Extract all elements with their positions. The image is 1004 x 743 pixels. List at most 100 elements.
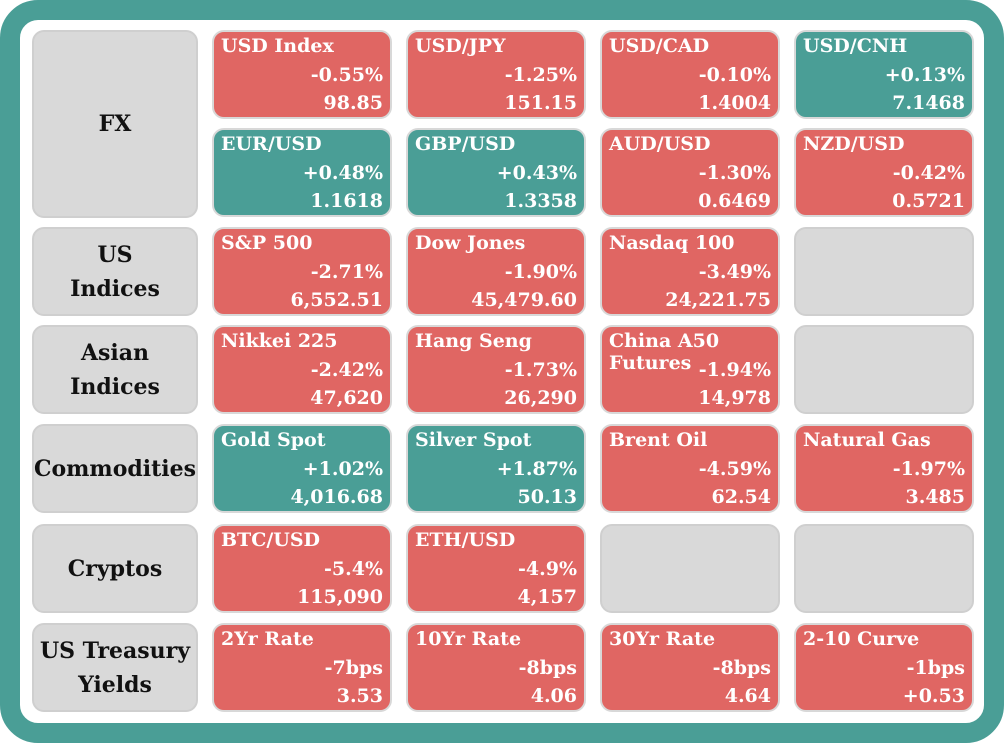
quote-value: 1.4004 (698, 92, 771, 114)
quote-change: -0.10% (698, 64, 771, 86)
quote-change: -3.49% (698, 261, 771, 283)
quote-name: 10Yr Rate (415, 628, 522, 650)
row-label-text: Asian Indices (70, 339, 160, 400)
quote-change: +0.43% (496, 162, 577, 184)
quote-name: Natural Gas (803, 429, 931, 451)
quote-value: 26,290 (504, 387, 577, 409)
quote-tile-usd-cad[interactable]: USD/CAD -0.10% 1.4004 (600, 30, 780, 119)
quote-change: +0.13% (884, 64, 965, 86)
quote-tile-nasdaq-100[interactable]: Nasdaq 100 -3.49% 24,221.75 (600, 227, 780, 316)
row-label-cryptos: Cryptos (32, 524, 198, 613)
quote-name: Gold Spot (221, 429, 326, 451)
row-label-fx: FX (32, 30, 198, 218)
quote-name: USD Index (221, 35, 334, 57)
row-label-text: Cryptos (67, 555, 163, 582)
quote-tile-gold-spot[interactable]: Gold Spot +1.02% 4,016.68 (212, 424, 392, 513)
row-label-text: US Treasury Yields (39, 637, 191, 698)
quote-change: -1.90% (504, 261, 577, 283)
quote-change: +1.87% (496, 458, 577, 480)
quote-value: 98.85 (323, 92, 384, 114)
quote-name: Silver Spot (415, 429, 532, 451)
empty-tile (600, 524, 780, 613)
quote-tile-gbp-usd[interactable]: GBP/USD +0.43% 1.3358 (406, 128, 586, 217)
quote-value: +0.53 (902, 685, 965, 707)
quote-value: 14,978 (698, 387, 771, 409)
empty-tile (794, 325, 974, 414)
quote-name: ETH/USD (415, 529, 516, 551)
quote-value: 6,552.51 (290, 289, 383, 311)
quote-value: 3.485 (905, 486, 966, 508)
row-label-text: Commodities (33, 455, 197, 482)
quote-name: S&P 500 (221, 232, 313, 254)
row-label-text: US Indices (70, 241, 160, 302)
quote-tile-30yr-rate[interactable]: 30Yr Rate -8bps 4.64 (600, 623, 780, 712)
quote-change: -2.71% (310, 261, 383, 283)
row-label-asian-indices: Asian Indices (32, 325, 198, 414)
quote-tile-china-a50-futures[interactable]: China A50 Futures -1.94% 14,978 (600, 325, 780, 414)
quote-tile-btc-usd[interactable]: BTC/USD -5.4% 115,090 (212, 524, 392, 613)
quote-name: NZD/USD (803, 133, 905, 155)
quote-change: -1.30% (698, 162, 771, 184)
quote-name: GBP/USD (415, 133, 516, 155)
quote-tile-eur-usd[interactable]: EUR/USD +0.48% 1.1618 (212, 128, 392, 217)
quote-tile-10yr-rate[interactable]: 10Yr Rate -8bps 4.06 (406, 623, 586, 712)
quote-tile-nzd-usd[interactable]: NZD/USD -0.42% 0.5721 (794, 128, 974, 217)
quote-change: -1bps (906, 657, 965, 679)
quote-name: Hang Seng (415, 330, 532, 352)
quote-tile-silver-spot[interactable]: Silver Spot +1.87% 50.13 (406, 424, 586, 513)
quote-value: 7.1468 (892, 92, 965, 114)
quote-change: -1.97% (892, 458, 965, 480)
row-label-us-indices: US Indices (32, 227, 198, 316)
quote-value: 4,157 (517, 586, 578, 608)
quote-value: 0.5721 (892, 190, 965, 212)
quote-change: -7bps (324, 657, 383, 679)
quote-name: USD/JPY (415, 35, 506, 57)
quote-name: AUD/USD (609, 133, 711, 155)
quote-change: -4.9% (518, 558, 577, 580)
empty-tile (794, 524, 974, 613)
quote-name: Nikkei 225 (221, 330, 338, 352)
quote-value: 24,221.75 (665, 289, 771, 311)
quote-name: Dow Jones (415, 232, 526, 254)
quote-name: EUR/USD (221, 133, 322, 155)
quote-tile-usd-jpy[interactable]: USD/JPY -1.25% 151.15 (406, 30, 586, 119)
quote-name: Nasdaq 100 (609, 232, 735, 254)
quote-name: 30Yr Rate (609, 628, 716, 650)
quote-value: 1.3358 (504, 190, 577, 212)
quote-tile-dow-jones[interactable]: Dow Jones -1.90% 45,479.60 (406, 227, 586, 316)
quote-change: -4.59% (698, 458, 771, 480)
quote-value: 0.6469 (698, 190, 771, 212)
quote-change: -0.55% (310, 64, 383, 86)
quote-tile-nikkei-225[interactable]: Nikkei 225 -2.42% 47,620 (212, 325, 392, 414)
quote-change: -1.73% (504, 359, 577, 381)
quote-name: USD/CNH (803, 35, 908, 57)
quote-change: -5.4% (324, 558, 383, 580)
quote-value: 151.15 (504, 92, 577, 114)
quote-tile-natural-gas[interactable]: Natural Gas -1.97% 3.485 (794, 424, 974, 513)
quote-tile-brent-oil[interactable]: Brent Oil -4.59% 62.54 (600, 424, 780, 513)
quote-tile-2yr-rate[interactable]: 2Yr Rate -7bps 3.53 (212, 623, 392, 712)
quote-tile-s-p-500[interactable]: S&P 500 -2.71% 6,552.51 (212, 227, 392, 316)
quote-tile-usd-cnh[interactable]: USD/CNH +0.13% 7.1468 (794, 30, 974, 119)
quote-tile-aud-usd[interactable]: AUD/USD -1.30% 0.6469 (600, 128, 780, 217)
quote-name: China A50 Futures (609, 330, 720, 374)
row-label-us-treasury-yields: US Treasury Yields (32, 623, 198, 712)
quote-change: -1.25% (504, 64, 577, 86)
quote-value: 3.53 (336, 685, 383, 707)
quote-change: -0.42% (892, 162, 965, 184)
quote-name: 2-10 Curve (803, 628, 920, 650)
quote-tile-hang-seng[interactable]: Hang Seng -1.73% 26,290 (406, 325, 586, 414)
quote-name: USD/CAD (609, 35, 710, 57)
row-label-text: FX (98, 111, 132, 137)
quote-value: 45,479.60 (471, 289, 577, 311)
quote-value: 115,090 (297, 586, 383, 608)
quote-tile-usd-index[interactable]: USD Index -0.55% 98.85 (212, 30, 392, 119)
quote-value: 1.1618 (310, 190, 383, 212)
quote-value: 62.54 (711, 486, 772, 508)
quote-tile-2-10-curve[interactable]: 2-10 Curve -1bps +0.53 (794, 623, 974, 712)
quote-change: +0.48% (302, 162, 383, 184)
quote-change: -2.42% (310, 359, 383, 381)
quote-value: 4,016.68 (290, 486, 383, 508)
quote-change: -8bps (518, 657, 577, 679)
quote-tile-eth-usd[interactable]: ETH/USD -4.9% 4,157 (406, 524, 586, 613)
